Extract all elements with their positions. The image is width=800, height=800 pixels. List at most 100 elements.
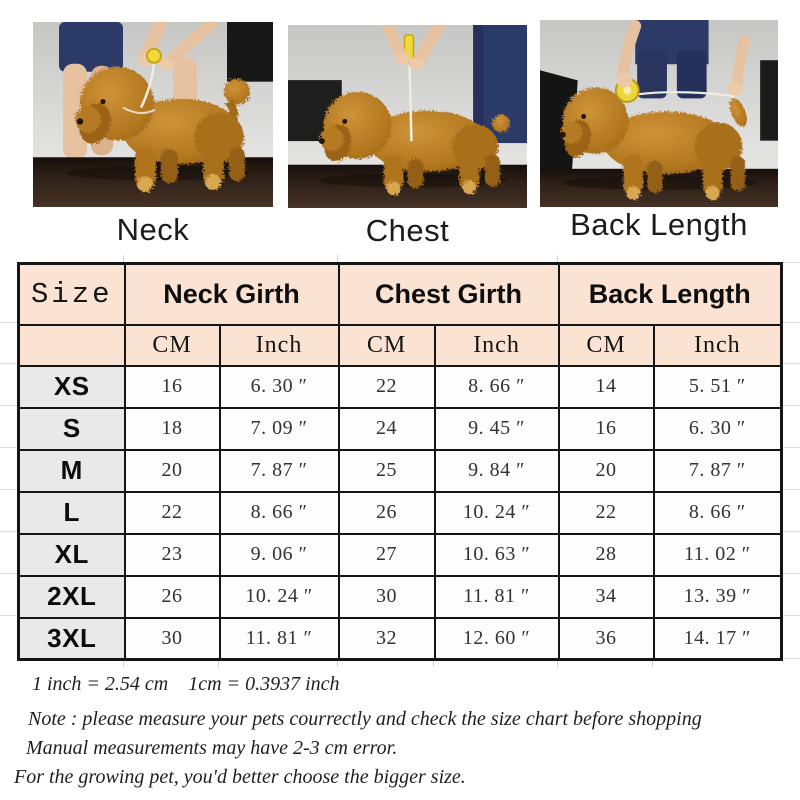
gridline-stub	[0, 363, 17, 364]
gridline-stub	[123, 661, 124, 667]
value-cell: 11. 81 ″	[433, 574, 560, 619]
value-cell: 11. 02 ″	[652, 532, 783, 577]
value-cell: 7. 87 ″	[218, 448, 340, 493]
gridline-stub	[557, 255, 558, 262]
value-cell: 8. 66 ″	[652, 490, 783, 535]
measuring-tape-icon	[122, 62, 156, 115]
chest-measure-photo	[288, 25, 527, 208]
value-cell: 6. 30 ″	[652, 406, 783, 451]
gridline-stub	[783, 447, 800, 448]
value-cell: 14	[557, 364, 655, 409]
value-cell: 16	[557, 406, 655, 451]
plush-dog	[75, 66, 250, 193]
size-label: XS	[17, 364, 126, 409]
person-hands	[381, 25, 446, 70]
gridline-stub	[557, 661, 558, 667]
gridline-stub	[337, 255, 338, 262]
table-row: XL 23 9. 06 ″ 27 10. 63 ″ 28 11. 02 ″	[17, 532, 783, 577]
back-photo-label: Back Length	[570, 207, 748, 242]
gridline-stub	[218, 661, 219, 667]
neck-measure-photo	[33, 22, 273, 207]
value-cell: 20	[557, 448, 655, 493]
unit-inch: Inch	[433, 323, 560, 367]
table-row: M 20 7. 87 ″ 25 9. 84 ″ 20 7. 87 ″	[17, 448, 783, 493]
value-cell: 26	[123, 574, 221, 619]
size-label: 3XL	[17, 616, 126, 661]
value-cell: 10. 24 ″	[218, 574, 340, 619]
value-cell: 18	[123, 406, 221, 451]
chest-photo-label: Chest	[365, 213, 450, 248]
value-cell: 28	[557, 532, 655, 577]
value-cell: 30	[337, 574, 436, 619]
value-cell: 25	[337, 448, 436, 493]
value-cell: 26	[337, 490, 436, 535]
back-length-header: Back Length	[557, 262, 783, 326]
gridline-stub	[0, 615, 17, 616]
gridline-stub	[783, 658, 800, 659]
gridline-stub	[0, 573, 17, 574]
gridline-stub	[783, 262, 800, 263]
value-cell: 9. 06 ″	[218, 532, 340, 577]
gridline-stub	[783, 573, 800, 574]
gridline-stub	[0, 405, 17, 406]
gridline-stub	[652, 661, 653, 667]
value-cell: 9. 45 ″	[433, 406, 560, 451]
neck-girth-header: Neck Girth	[123, 262, 340, 326]
plush-dog	[560, 87, 747, 200]
value-cell: 8. 66 ″	[218, 490, 340, 535]
unit-cm: CM	[123, 323, 221, 367]
gridline-stub	[783, 489, 800, 490]
value-cell: 36	[557, 616, 655, 661]
value-cell: 32	[337, 616, 436, 661]
value-cell: 6. 30 ″	[218, 364, 340, 409]
measure-note: Note : please measure your pets courrect…	[28, 708, 702, 730]
footnotes: 1 inch = 2.54 cm 1cm = 0.3937 inch Note …	[14, 670, 796, 792]
value-cell: 7. 09 ″	[218, 406, 340, 451]
value-cell: 22	[557, 490, 655, 535]
value-cell: 11. 81 ″	[218, 616, 340, 661]
gridline-stub	[783, 531, 800, 532]
size-label: L	[17, 490, 126, 535]
gridline-stub	[433, 661, 434, 667]
person-clothing	[59, 22, 123, 72]
value-cell: 34	[557, 574, 655, 619]
table-header-row: Size Neck Girth Chest Girth Back Length	[17, 262, 783, 326]
dog-back-illustration	[540, 20, 778, 207]
empty-cell	[17, 323, 126, 367]
size-label: M	[17, 448, 126, 493]
size-label: XL	[17, 532, 126, 577]
gridline-stub	[0, 531, 17, 532]
gridline-stub	[783, 363, 800, 364]
neck-photo-label: Neck	[116, 212, 190, 247]
unit-cm: CM	[557, 323, 655, 367]
table-row: 3XL 30 11. 81 ″ 32 12. 60 ″ 36 14. 17 ″	[17, 616, 783, 661]
table-row: L 22 8. 66 ″ 26 10. 24 ″ 22 8. 66 ″	[17, 490, 783, 535]
value-cell: 22	[123, 490, 221, 535]
sofa-shape	[227, 22, 273, 82]
back-length-measure-photo	[540, 20, 778, 207]
gridline-stub	[123, 255, 124, 262]
plush-dog	[319, 91, 511, 196]
person-hands	[616, 20, 750, 96]
gridline-stub	[783, 322, 800, 323]
dog-neck-illustration	[33, 22, 273, 207]
gridline-stub	[783, 405, 800, 406]
size-label: 2XL	[17, 574, 126, 619]
table-row: XS 16 6. 30 ″ 22 8. 66 ″ 14 5. 51 ″	[17, 364, 783, 409]
value-cell: 16	[123, 364, 221, 409]
value-cell: 12. 60 ″	[433, 616, 560, 661]
size-header-cell: Size	[17, 262, 126, 326]
value-cell: 8. 66 ″	[433, 364, 560, 409]
value-cell: 7. 87 ″	[652, 448, 783, 493]
gridline-stub	[783, 615, 800, 616]
value-cell: 30	[123, 616, 221, 661]
gridline-stub	[0, 447, 17, 448]
unit-cm: CM	[337, 323, 436, 367]
gridline-stub	[0, 489, 17, 490]
size-table: Size Neck Girth Chest Girth Back Length …	[17, 262, 784, 661]
table-row: 2XL 26 10. 24 ″ 30 11. 81 ″ 34 13. 39 ″	[17, 574, 783, 619]
value-cell: 13. 39 ″	[652, 574, 783, 619]
value-cell: 22	[337, 364, 436, 409]
gridline-stub	[337, 661, 338, 667]
